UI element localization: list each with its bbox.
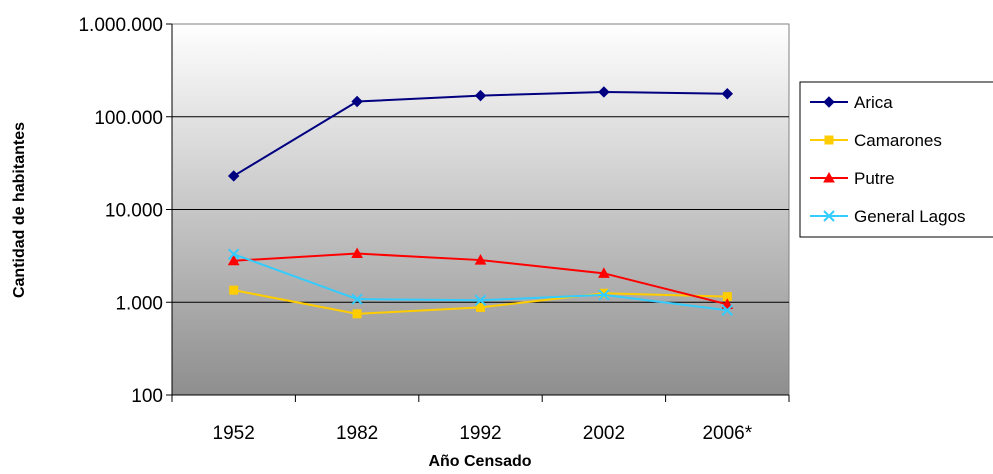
data-point-putre: [351, 247, 363, 259]
data-point-putre: [721, 298, 734, 309]
data-point-general-lagos: [474, 294, 487, 306]
x-tick-label: 1952: [213, 423, 255, 444]
y-tick-label: 1.000.000: [78, 15, 163, 36]
data-point-general-lagos: [721, 304, 734, 316]
legend-label-camarones: Camarones: [854, 131, 942, 150]
data-point-putre: [598, 267, 610, 278]
data-point-arica: [474, 89, 487, 102]
data-point-putre: [474, 254, 487, 265]
data-point-camarones: [599, 288, 609, 298]
legend-marker-general-lagos: [823, 210, 835, 222]
y-axis-title: Cantidad de habitantes: [11, 122, 28, 298]
data-point-putre: [227, 254, 240, 266]
x-tick-label: 2002: [583, 423, 625, 444]
x-tick-label: 1992: [459, 423, 501, 444]
y-tick-label: 10.000: [105, 201, 163, 222]
marker-stroke: [721, 304, 734, 316]
marker-stroke: [227, 248, 240, 260]
y-tick-label: 1.000: [115, 293, 163, 314]
data-point-arica: [351, 95, 363, 108]
legend-label-arica: Arica: [854, 93, 893, 112]
legend-label-general-lagos: General Lagos: [854, 207, 966, 226]
marker-stroke: [474, 294, 487, 306]
data-point-camarones: [229, 285, 239, 295]
marker-stroke: [598, 289, 610, 301]
legend-box: [799, 81, 993, 238]
x-tick-label: 1982: [336, 423, 378, 444]
data-point-camarones: [352, 309, 362, 319]
y-tick-label: 100: [131, 386, 163, 407]
data-point-arica: [227, 170, 240, 182]
marker-stroke: [823, 210, 835, 222]
data-point-arica: [598, 86, 610, 98]
legend-marker-putre: [823, 171, 835, 183]
legend: Arica Camarones Putre General Lagos: [799, 81, 993, 238]
data-point-camarones: [476, 302, 485, 312]
y-tick-label: 100.000: [94, 108, 163, 129]
legend-marker-camarones: [824, 135, 834, 145]
data-point-arica: [721, 88, 734, 100]
data-point-general-lagos: [227, 248, 240, 260]
legend-marker-arica: [823, 96, 835, 108]
x-tick-label: 2006*: [702, 423, 752, 444]
data-point-general-lagos: [351, 293, 363, 305]
x-axis-title: Año Censado: [428, 453, 531, 470]
legend-label-putre: Putre: [854, 169, 895, 188]
marker-stroke: [351, 293, 363, 305]
data-point-general-lagos: [598, 289, 610, 301]
